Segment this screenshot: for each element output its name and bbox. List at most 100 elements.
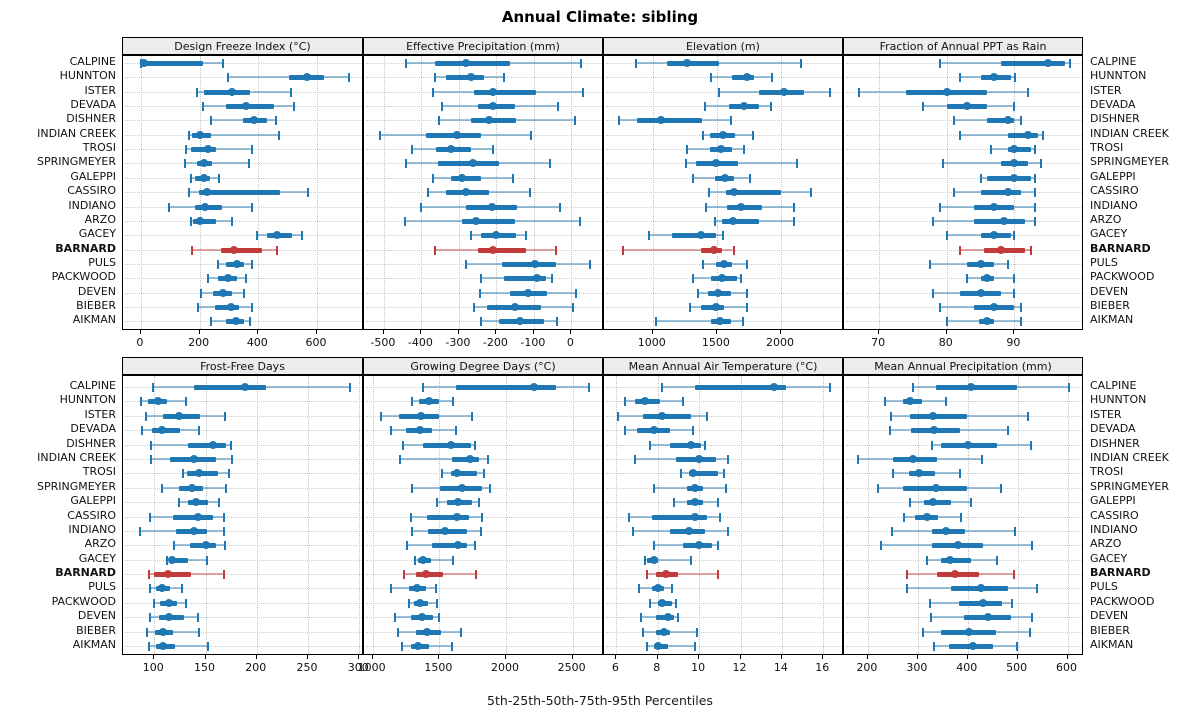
station-label-left-gacey: GACEY (78, 551, 116, 565)
whisker-cap-5th (926, 555, 929, 565)
axis-tick-label: 250 (296, 661, 318, 674)
whisker-cap-5th (621, 245, 624, 255)
whisker-cap-95th (180, 584, 183, 594)
station-label-right-indian-creek: INDIAN CREEK (1090, 450, 1169, 464)
whisker-cap-5th (892, 469, 895, 479)
whisker-cap-95th (483, 469, 485, 479)
station-label-right-hunnton: HUNNTON (1090, 393, 1147, 407)
whisker-cap-5th (145, 411, 148, 421)
gridline-horizontal (606, 77, 842, 79)
axis-tick-label: 12 (732, 661, 747, 674)
axis-tick (257, 330, 259, 334)
whisker-cap-95th (1028, 627, 1031, 637)
axis-tick-label: 6 (611, 661, 619, 674)
gridline-horizontal (125, 401, 362, 403)
station-label-right-dishner: DISHNER (1090, 436, 1140, 450)
median-dot (691, 512, 700, 521)
whisker-cap-95th (1020, 317, 1023, 327)
band-25-75 (452, 456, 479, 462)
band-25-75 (445, 75, 484, 81)
station-label-right-devada: DEVADA (1090, 422, 1136, 436)
whisker-cap-5th (939, 202, 941, 212)
median-dot (199, 173, 208, 182)
whisker-cap-5th (979, 173, 982, 183)
gridline-horizontal (846, 134, 1082, 136)
whisker-cap-95th (436, 598, 439, 608)
whisker-cap-5th (903, 512, 906, 522)
station-label-right-arzo: ARZO (1090, 537, 1122, 551)
whisker-cap-95th (704, 440, 707, 450)
gridline-vertical (823, 376, 825, 654)
whisker-cap-5th (710, 73, 713, 83)
median-dot (458, 173, 467, 182)
whisker-cap-95th (573, 116, 576, 126)
whisker-cap-5th (933, 642, 936, 652)
median-dot (201, 541, 210, 550)
median-dot (653, 584, 662, 593)
whisker-cap-95th (230, 440, 233, 450)
band-25-75 (1007, 147, 1032, 153)
whisker-cap-5th (623, 397, 626, 407)
whisker-cap-95th (479, 526, 482, 536)
band-25-75 (672, 233, 717, 239)
whisker-cap-5th (684, 159, 687, 169)
whisker-cap-5th (891, 526, 894, 536)
station-label-left-trosi: TROSI (82, 465, 116, 479)
band-25-75 (935, 385, 1018, 390)
median-dot (159, 627, 168, 636)
whisker-cap-95th (960, 512, 963, 522)
station-label-left-ister: ISTER (84, 83, 116, 97)
axis-tick-label: 1500 (701, 336, 730, 349)
median-dot (194, 512, 203, 521)
gridline-horizontal (366, 430, 602, 432)
panel-plot-design-freeze-index-c (122, 55, 363, 330)
whisker-cap-95th (276, 245, 279, 255)
whisker-cap-95th (1035, 584, 1038, 594)
station-label-left-galeppi: GALEPPI (70, 494, 116, 508)
band-25-75 (142, 61, 203, 66)
band-25-75 (470, 118, 516, 124)
whisker-cap-5th (200, 288, 203, 298)
median-dot (273, 231, 282, 240)
median-dot (657, 598, 666, 607)
median-dot (951, 570, 960, 579)
whisker-cap-5th (634, 454, 637, 464)
median-dot (241, 102, 250, 111)
whisker-cap-5th (149, 584, 152, 594)
gridline-horizontal (366, 617, 602, 619)
whisker-cap-5th (389, 426, 392, 436)
station-label-right-barnard: BARNARD (1090, 566, 1151, 580)
gridline-horizontal (606, 206, 842, 208)
gridline-horizontal (606, 192, 842, 194)
gridline-horizontal (846, 516, 1082, 518)
whisker-cap-5th (646, 570, 649, 580)
axis-tick-label: 600 (305, 336, 327, 349)
axis-tick-label: 2000 (766, 336, 795, 349)
gridline-horizontal (846, 278, 1082, 280)
band-25-75 (437, 161, 499, 167)
gridline-horizontal (125, 415, 362, 417)
whisker-5-95 (946, 234, 1015, 237)
whisker-cap-95th (434, 584, 437, 594)
gridline-vertical (154, 376, 156, 654)
whisker-cap-5th (655, 317, 658, 327)
station-label-left-dishner: DISHNER (66, 112, 116, 126)
axis-tick (916, 655, 918, 659)
station-label-left-trosi: TROSI (82, 141, 116, 155)
gridline-horizontal (125, 559, 362, 561)
whisker-cap-5th (201, 102, 204, 112)
station-label-right-barnard: BARNARD (1090, 241, 1151, 255)
whisker-cap-95th (746, 288, 749, 298)
station-label-left-aikman: AIKMAN (72, 638, 116, 652)
whisker-cap-5th (889, 411, 892, 421)
station-label-right-indian-creek: INDIAN CREEK (1090, 126, 1169, 140)
whisker-cap-5th (432, 173, 434, 183)
median-dot (976, 288, 985, 297)
axis-tick (866, 655, 868, 659)
median-dot (423, 627, 432, 636)
median-dot (457, 483, 466, 492)
gridline-horizontal (606, 502, 842, 504)
whisker-cap-95th (746, 259, 749, 269)
whisker-cap-95th (292, 102, 295, 112)
panel-strip-elevation-m: Elevation (m) (603, 37, 843, 55)
